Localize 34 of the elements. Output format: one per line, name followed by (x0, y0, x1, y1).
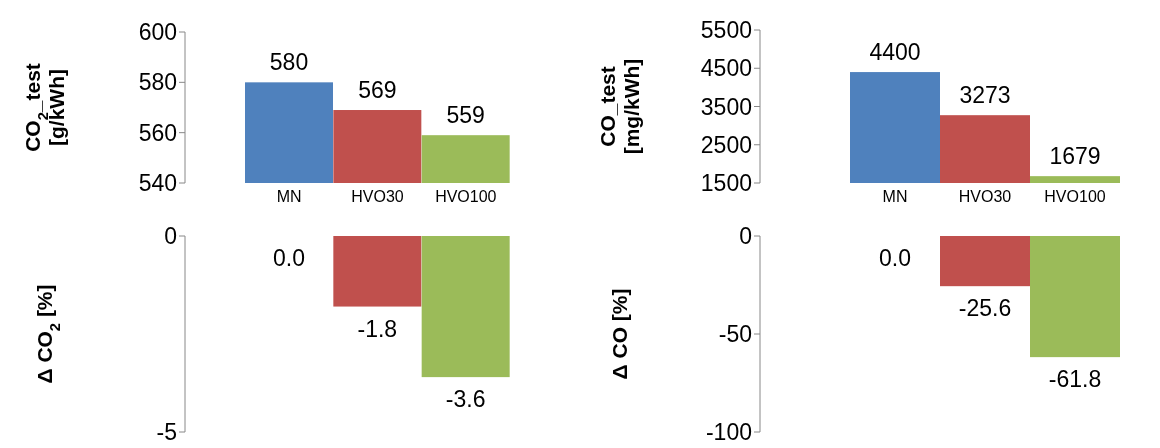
data-label: 0.0 (273, 245, 305, 271)
data-label: 1679 (1049, 143, 1101, 170)
data-label: -25.6 (958, 295, 1012, 322)
data-label: 3273 (959, 82, 1011, 109)
y-tick-label: 1500 (700, 170, 752, 197)
y-tick-label: -50 (718, 321, 752, 348)
x-tick-label: HVO100 (435, 188, 497, 206)
x-tick-label: MN (276, 188, 302, 206)
y-tick-label: 0 (164, 223, 177, 250)
data-label: -61.8 (1048, 366, 1102, 393)
y-tick-label: 2500 (700, 131, 752, 158)
y-tick-label: 560 (138, 119, 177, 146)
data-label: 569 (358, 77, 397, 104)
y-axis-title: Δ CO [%] (608, 288, 631, 380)
y-axis-title: CO_test [mg/kWh] (596, 58, 643, 155)
x-tick-label: MN (882, 188, 908, 206)
y-tick-label: 0 (739, 223, 752, 250)
x-tick-label: HVO100 (1044, 188, 1106, 206)
y-tick-label: 600 (138, 19, 177, 46)
x-tick-label: HVO30 (958, 188, 1012, 206)
data-label: 580 (269, 49, 309, 76)
y-tick-label: 4500 (700, 55, 752, 82)
y-tick-label: 3500 (700, 93, 752, 120)
data-label: 559 (446, 102, 485, 129)
data-label: -3.6 (445, 386, 486, 413)
y-tick-label: -100 (705, 419, 752, 446)
data-label: -1.8 (357, 315, 398, 342)
data-label: 0.0 (879, 245, 911, 271)
x-tick-label: HVO30 (351, 188, 404, 206)
y-tick-label: -5 (156, 419, 177, 446)
y-tick-label: 580 (138, 69, 177, 96)
y-tick-label: 540 (138, 170, 177, 197)
y-tick-label: 5500 (700, 17, 752, 44)
data-label: 4400 (869, 39, 921, 66)
